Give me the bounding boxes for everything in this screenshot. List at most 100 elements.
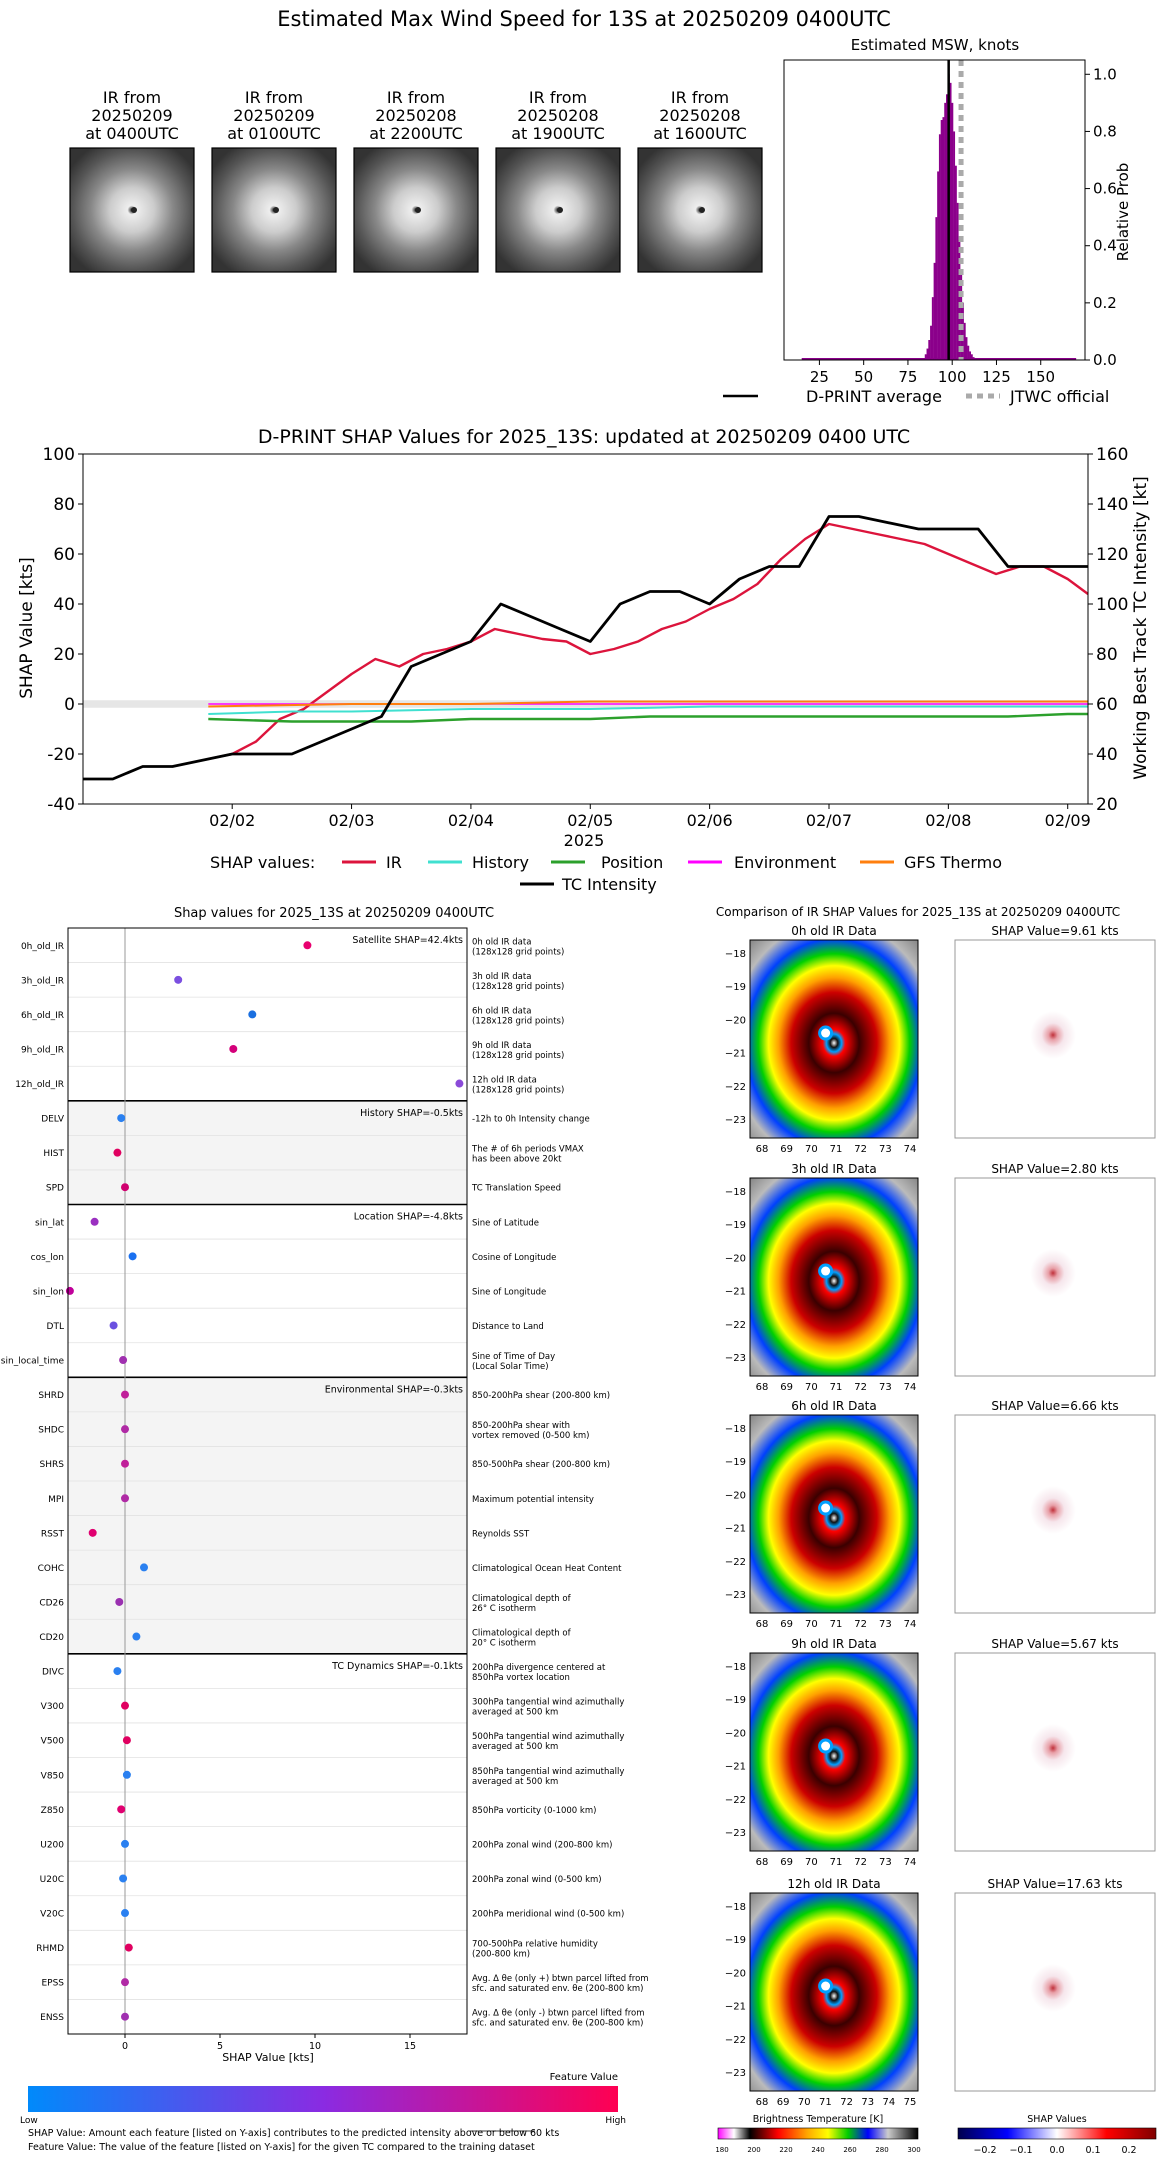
feature-group-label: History SHAP=-0.5kts <box>360 1108 463 1119</box>
msw-bar <box>930 325 933 360</box>
shap-point <box>303 941 312 950</box>
feature-description: averaged at 500 km <box>472 1708 558 1718</box>
msw-bar <box>924 354 927 360</box>
msw-bar <box>961 302 964 360</box>
ir-panel-title: 12h old IR Data <box>787 1877 880 1891</box>
thumb-label-line1: IR from <box>529 88 587 107</box>
ir-ytick-label: −21 <box>725 1762 746 1773</box>
ts-legend: SHAP values: IR History Position Environ… <box>210 853 1002 894</box>
ir-xtick-label: 69 <box>780 1619 793 1630</box>
shap-panel-map-title: SHAP Value=6.66 kts <box>991 1399 1118 1413</box>
shap-point <box>132 1632 141 1641</box>
feature-name: EPSS <box>41 1979 64 1989</box>
ts-ytick-label: 60 <box>53 545 75 565</box>
msw-bar <box>935 217 938 360</box>
feature-group-background <box>68 928 467 1101</box>
ir-xtick-label: 72 <box>854 1857 867 1868</box>
bt-colorbar-tick: 200 <box>747 2146 760 2154</box>
ir-ytick-label: −20 <box>725 1253 746 1264</box>
feature-description: 20° C isotherm <box>472 1639 536 1649</box>
ir-xtick-label: 68 <box>756 1619 769 1630</box>
msw-xtick-label: 25 <box>810 368 829 386</box>
eye-marker <box>131 207 137 213</box>
msw-bar <box>963 322 966 360</box>
feature-description: (200-800 km) <box>472 1950 530 1960</box>
bt-colorbar-tick: 240 <box>811 2146 824 2154</box>
feature-name: SHRD <box>38 1391 64 1401</box>
feature-description: (128x128 grid points) <box>472 1051 564 1061</box>
ir-xtick-label: 75 <box>904 2097 917 2108</box>
ir-xtick-label: 74 <box>904 1857 917 1868</box>
ir-xtick-label: 70 <box>805 1857 818 1868</box>
ts-ytick-label: 20 <box>53 645 75 665</box>
ir-xtick-label: 74 <box>904 1619 917 1630</box>
feature-name: Z850 <box>41 1806 65 1816</box>
feature-name: V300 <box>41 1702 65 1712</box>
feature-colorbar-high: High <box>605 2116 626 2126</box>
feature-description: 850-500hPa shear (200-800 km) <box>472 1460 610 1470</box>
ir-ytick-label: −22 <box>725 1082 746 1093</box>
shap-point <box>90 1217 99 1226</box>
msw-ytick-label: 0.0 <box>1093 351 1117 369</box>
feature-name: 0h_old_IR <box>21 942 64 952</box>
shap-point <box>117 1114 126 1123</box>
bt-colorbar-tick: 260 <box>843 2146 856 2154</box>
ir-xtick-label: 69 <box>777 2097 790 2108</box>
feature-colorbar <box>28 2086 618 2112</box>
feature-description: -12h to 0h Intensity change <box>472 1115 590 1125</box>
ir-xtick-label: 73 <box>879 1144 892 1155</box>
feature-colorbar-low: Low <box>20 2116 38 2126</box>
legend-position-label: Position <box>601 853 663 872</box>
ir-xtick-label: 73 <box>879 1619 892 1630</box>
feature-group-label: TC Dynamics SHAP=-0.1kts <box>331 1661 463 1672</box>
feature-colorbar-title: Feature Value <box>550 2072 618 2083</box>
shap-map-frame <box>954 1652 1156 1852</box>
msw-bar <box>970 354 973 360</box>
msw-bar <box>954 165 957 360</box>
msw-bar <box>951 102 954 360</box>
series-line-ir <box>208 522 1089 761</box>
shap-feature-panel: Shap values for 2025_13S at 20250209 040… <box>1 906 649 2153</box>
thumb-label-line3: at 1600UTC <box>653 124 747 143</box>
ir-xtick-label: 73 <box>861 2097 874 2108</box>
eye-marker <box>415 207 421 213</box>
feature-name: 12h_old_IR <box>15 1080 64 1090</box>
ts-ytick-label: -40 <box>47 795 75 815</box>
ir-xtick-label: 71 <box>830 1857 843 1868</box>
eye-marker <box>699 207 705 213</box>
feature-description: 9h old IR data <box>472 1041 531 1051</box>
feature-description: 12h old IR data <box>472 1076 537 1086</box>
thumb-label-line2: 20250208 <box>659 106 740 125</box>
feature-name: V500 <box>41 1737 65 1747</box>
feature-name: MPI <box>48 1495 64 1505</box>
ir-ytick-label: −21 <box>725 1524 746 1535</box>
msw-bar <box>926 348 929 360</box>
thumb-label-line2: 20250209 <box>91 106 172 125</box>
bt-colorbar-tick: 300 <box>907 2146 920 2154</box>
ts-xtick-label: 02/05 <box>567 811 613 830</box>
ir-ytick-label: −20 <box>725 1728 746 1739</box>
feature-description: Climatological depth of <box>472 1594 572 1604</box>
shap-point <box>109 1321 118 1330</box>
feature-name: CD26 <box>39 1598 64 1608</box>
feature-name: DELV <box>41 1115 65 1125</box>
feature-description: (Local Solar Time) <box>472 1362 549 1372</box>
shap-heatmap <box>1015 1708 1091 1789</box>
shap-colorbar-tick: 0.1 <box>1085 2145 1100 2156</box>
msw-xtick-label: 150 <box>1026 368 1055 386</box>
shap-xtick-label: 5 <box>217 2041 223 2052</box>
ts-ylabel-right: Working Best Track TC Intensity [kt] <box>1131 476 1151 780</box>
feature-name: 9h_old_IR <box>21 1045 64 1055</box>
ir-xtick-label: 68 <box>756 1382 769 1393</box>
shap-point <box>121 1390 129 1399</box>
bt-colorbar-tick: 280 <box>875 2146 888 2154</box>
msw-bar <box>937 171 940 360</box>
shap-axes-frame <box>67 927 468 2035</box>
ir-ytick-label: −19 <box>725 1935 746 1946</box>
msw-ytick-label: 0.6 <box>1093 180 1117 198</box>
bt-colorbar-tick: 220 <box>779 2146 792 2154</box>
ir-xtick-label: 68 <box>756 1857 769 1868</box>
thumb-label-line3: at 2200UTC <box>369 124 463 143</box>
ts-ylabel: SHAP Value [kts] <box>17 557 37 699</box>
ir-ytick-label: −22 <box>725 2035 746 2046</box>
